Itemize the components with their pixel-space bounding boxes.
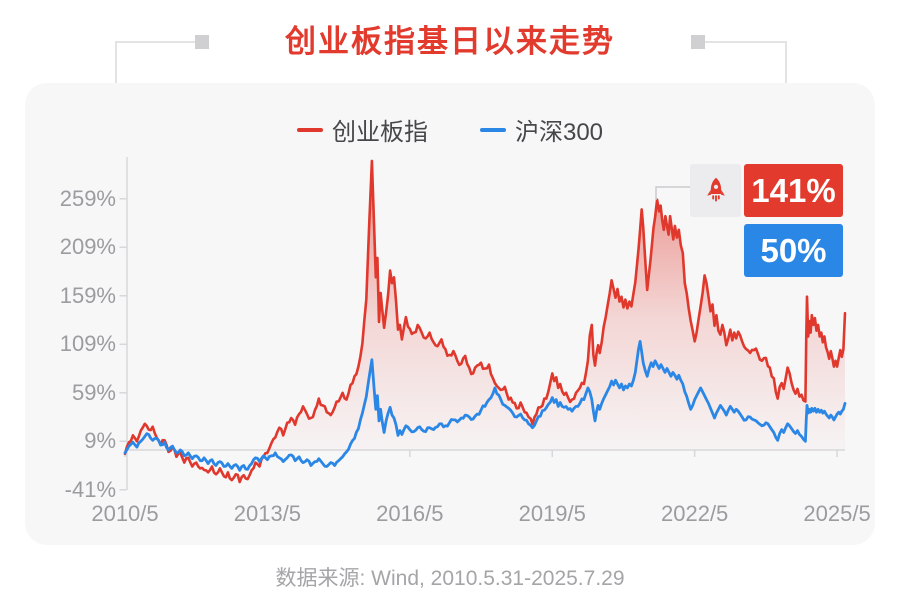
chinext-line xyxy=(123,159,847,484)
chart-legend: 创业板指 沪深300 xyxy=(0,112,900,147)
y-tick-label: 259% xyxy=(59,185,116,211)
rocket-badge-box xyxy=(690,164,741,217)
annotation-leader-line xyxy=(655,186,690,200)
x-tick-label: 2016/5 xyxy=(376,501,444,526)
title-bracket-left-hline xyxy=(115,41,197,43)
y-tick-label: 59% xyxy=(71,379,116,405)
y-tick-label: 159% xyxy=(59,282,116,308)
legend-dash-icon xyxy=(296,127,323,132)
rocket-icon xyxy=(706,177,725,201)
csi300-return-badge: 50% xyxy=(744,224,843,277)
legend-item-chinext: 创业板指 xyxy=(296,112,428,147)
x-tick-label: 2025/5 xyxy=(803,501,871,526)
title-bracket-left-vline xyxy=(115,41,117,85)
chinext-return-badge: 141% xyxy=(744,164,843,217)
y-tick-label: -41% xyxy=(64,476,116,502)
y-tick-label: 109% xyxy=(59,331,116,357)
y-tick-label: 209% xyxy=(59,234,116,260)
title-bracket-right-square xyxy=(691,35,705,49)
legend-item-csi300: 沪深300 xyxy=(479,112,604,147)
legend-dash-icon xyxy=(479,127,506,132)
data-source: 数据来源: Wind, 2010.5.31-2025.7.29 xyxy=(275,567,625,590)
legend-label: 创业板指 xyxy=(331,119,428,146)
title-bracket-left-square xyxy=(195,35,209,49)
y-tick-label: 9% xyxy=(84,428,116,454)
page-title: 创业板指基日以来走势 xyxy=(285,24,615,59)
x-tick-label: 2010/5 xyxy=(91,501,159,526)
csi300-line xyxy=(123,339,847,472)
x-tick-label: 2019/5 xyxy=(518,501,586,526)
legend-label: 沪深300 xyxy=(514,119,604,146)
chart-card xyxy=(25,83,875,545)
title-bracket-right-hline xyxy=(705,41,787,43)
x-tick-label: 2022/5 xyxy=(661,501,729,526)
x-tick-label: 2013/5 xyxy=(233,501,302,526)
chinext-area-fill xyxy=(125,160,845,450)
title-bracket-right-vline xyxy=(785,41,787,85)
